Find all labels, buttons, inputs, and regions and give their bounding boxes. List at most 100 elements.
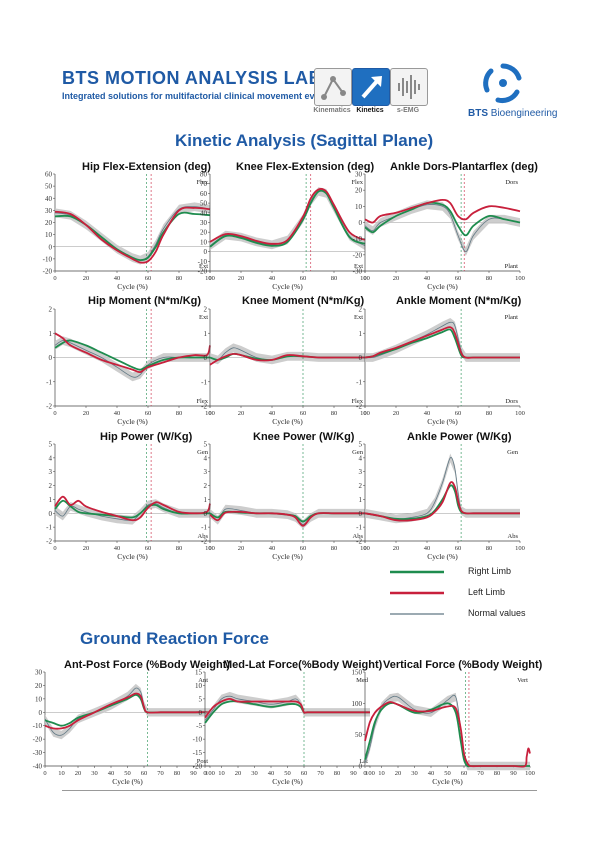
y-tick-label: 0 [204,248,208,256]
x-tick-label: 100 [525,770,535,777]
x-tick-label: 20 [238,410,245,417]
x-tick-label: 90 [510,770,517,777]
y-tick-label: -2 [201,538,207,546]
y-tick-label: 0 [204,354,208,362]
x-tick-label: 30 [251,770,258,777]
chart-title-ankle-angle: Ankle Dors-Plantarflex (deg) [390,161,538,173]
top-direction-label: Gen [197,449,209,456]
x-tick-label: 100 [360,275,370,282]
x-tick-label: 20 [395,770,402,777]
x-tick-label: 20 [393,545,400,552]
y-tick-label: -1 [46,524,52,532]
y-tick-label: 50 [45,183,53,191]
y-tick-label: 4 [204,454,208,462]
x-tick-label: 80 [176,410,183,417]
series-right-limb-line [209,189,366,248]
normal-band [205,691,370,725]
y-tick-label: 80 [200,171,208,179]
bottom-direction-label: Plant [505,263,519,270]
brand-rest: Bioengineering [488,108,558,119]
bottom-direction-label: Lat [359,758,368,765]
normal-band [210,343,365,365]
x-tick-label: 30 [91,770,98,777]
x-tick-label: 0 [43,770,46,777]
y-tick-label: 10 [355,203,363,211]
x-tick-label: 60 [145,275,152,282]
x-tick-label: 40 [108,770,115,777]
legend-left-limb: Left Limb [468,587,506,597]
y-tick-label: 0 [204,510,208,518]
y-tick-label: 30 [200,219,208,227]
chart-title-ml-force: Med-Lat Force(%Body Weight) [223,659,383,671]
normal-band [365,318,520,362]
x-tick-label: 60 [461,770,468,777]
x-tick-label: 0 [363,545,366,552]
x-axis-label: Cycle (%) [117,417,148,426]
x-tick-label: 70 [477,770,484,777]
y-tick-label: 20 [45,219,53,227]
x-tick-label: 80 [486,545,493,552]
bottom-direction-label: Flex [351,398,363,405]
x-axis-label: Cycle (%) [112,777,143,786]
y-tick-label: 20 [35,682,43,690]
grf-section-title: Ground Reaction Force [80,629,269,648]
series-left-limb-line [204,698,370,719]
x-tick-label: 0 [363,275,366,282]
normal-band [55,499,210,525]
y-tick-label: 30 [355,171,363,179]
chart-title-hip-angle: Hip Flex-Extension (deg) [82,161,211,173]
bottom-direction-label: Abs [508,533,519,540]
y-tick-label: -40 [33,763,43,771]
normal-band [365,692,530,771]
y-tick-label: 3 [49,468,53,476]
normal-band [210,504,365,529]
series-left-limb-line [209,510,365,527]
tile-kinematics[interactable] [314,68,352,106]
y-tick-label: -1 [356,524,362,532]
x-tick-label: 80 [331,545,338,552]
y-tick-label: 40 [200,209,208,217]
y-tick-label: -10 [193,736,203,744]
x-tick-label: 0 [208,545,211,552]
y-tick-label: 5 [204,441,208,449]
top-direction-label: Ext [354,314,363,321]
y-tick-label: 2 [204,482,208,490]
legend-normal-values: Normal values [468,608,526,618]
x-tick-label: 20 [235,770,242,777]
x-axis-label: Cycle (%) [432,777,463,786]
tile-kinetics[interactable] [352,68,390,106]
y-tick-label: -15 [193,749,203,757]
y-tick-label: -2 [356,403,362,411]
x-tick-label: 20 [83,545,90,552]
y-tick-label: 0 [39,709,43,717]
tile-label-emg: s-EMG [396,107,420,114]
x-axis-label: Cycle (%) [117,282,148,291]
chart-title-ap-force: Ant-Post Force (%Body Weight) [64,659,231,671]
bottom-direction-label: Post [197,758,208,765]
chart-title-hip-moment: Hip Moment (N*m/Kg) [88,295,202,307]
y-tick-label: 1 [204,330,208,338]
tile-emg[interactable] [390,68,428,106]
y-tick-label: -20 [33,736,43,744]
x-tick-label: 90 [350,770,357,777]
x-axis-label: Cycle (%) [272,777,303,786]
y-tick-label: -1 [201,524,207,532]
x-tick-label: 50 [284,770,291,777]
x-tick-label: 100 [365,770,375,777]
y-tick-label: 0 [359,763,363,771]
y-tick-label: 4 [49,454,53,462]
y-tick-label: 60 [200,190,208,198]
y-tick-label: 4 [359,454,363,462]
series-left-limb-line [364,199,521,224]
x-tick-label: 80 [494,770,501,777]
x-tick-label: 80 [486,275,493,282]
chart-title-hip-power: Hip Power (W/Kg) [100,431,193,443]
y-tick-label: 20 [355,187,363,195]
x-axis-label: Cycle (%) [272,552,303,561]
y-tick-label: 0 [49,354,53,362]
